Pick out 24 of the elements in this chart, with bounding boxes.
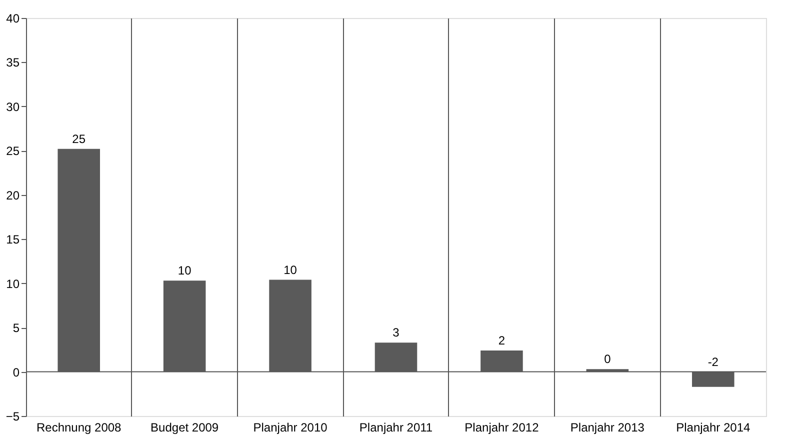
x-tick-label: Planjahr 2011 bbox=[359, 420, 433, 434]
y-tick-label: 5 bbox=[12, 321, 20, 336]
y-tick-label: 30 bbox=[6, 100, 20, 114]
data-label: 0 bbox=[604, 352, 612, 366]
data-label: 2 bbox=[498, 334, 506, 348]
x-tick-label: Rechnung 2008 bbox=[36, 420, 122, 434]
x-tick-label: Planjahr 2013 bbox=[570, 420, 645, 434]
data-label: 3 bbox=[392, 326, 400, 340]
y-tick-label: 10 bbox=[6, 276, 20, 291]
x-tick-label: Planjahr 2010 bbox=[253, 420, 328, 434]
y-tick-label: 25 bbox=[6, 144, 20, 158]
x-tick-label: Planjahr 2012 bbox=[464, 420, 540, 434]
data-label: 25 bbox=[72, 132, 86, 146]
y-tick-label: 0 bbox=[12, 365, 20, 380]
data-label: -2 bbox=[708, 354, 719, 369]
y-tick-label: −5 bbox=[6, 410, 20, 424]
data-label: 10 bbox=[284, 262, 298, 277]
y-tick-label: 35 bbox=[6, 56, 20, 70]
y-tick-label: 15 bbox=[6, 232, 20, 247]
y-tick-label: 20 bbox=[6, 188, 20, 202]
y-tick-label: 40 bbox=[6, 12, 20, 26]
data-label: 10 bbox=[178, 264, 192, 278]
x-tick-label: Planjahr 2014 bbox=[676, 420, 750, 434]
x-tick-label: Budget 2009 bbox=[150, 420, 219, 434]
